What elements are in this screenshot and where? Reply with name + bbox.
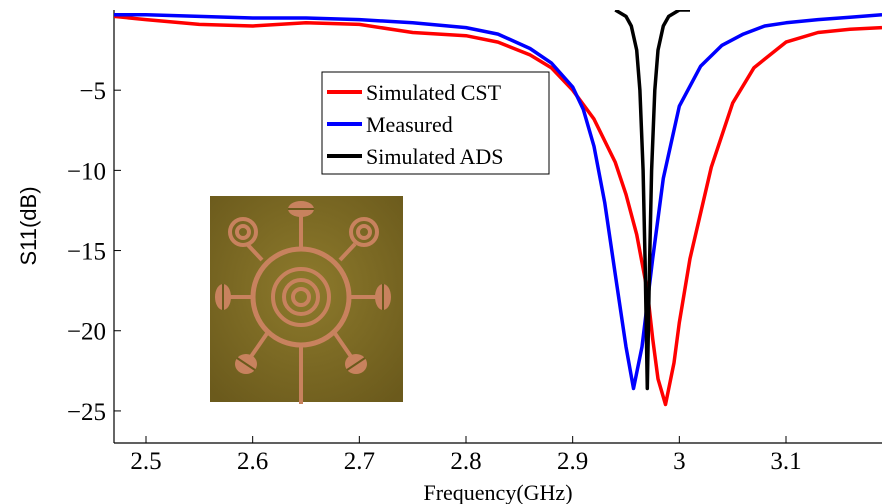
legend-label: Measured (366, 112, 453, 137)
series-line-simulated-cst (114, 14, 882, 407)
series-line-simulated-ads (614, 10, 690, 391)
axes-frame (113, 10, 882, 444)
axis-ticks: 2.5 2.6 2.7 2.8 2.9 3 3.1 −5 −10 −15 −20 −25 (67, 78, 802, 475)
x-tick-label: 3.1 (770, 448, 801, 475)
y-tick-label: −5 (79, 78, 106, 105)
y-tick-label: −15 (67, 239, 106, 266)
x-tick-label: 2.8 (450, 448, 481, 475)
series-layer (114, 10, 882, 407)
y-tick-label: −25 (67, 399, 106, 426)
x-axis-label: Frequency(GHz) (423, 480, 572, 504)
x-tick-label: 2.5 (130, 448, 161, 475)
x-tick-label: 2.7 (344, 448, 375, 475)
x-tick-label: 3 (673, 448, 686, 475)
legend-label: Simulated ADS (366, 144, 504, 169)
legend: Simulated CST Measured Simulated ADS (321, 71, 550, 175)
x-tick-label: 2.9 (557, 448, 588, 475)
y-tick-label: −10 (67, 158, 106, 185)
antenna-photo (210, 196, 403, 404)
x-tick-label: 2.6 (237, 448, 268, 475)
y-tick-label: −20 (67, 319, 106, 346)
legend-label: Simulated CST (366, 80, 502, 105)
y-axis-label: S11(dB) (16, 186, 41, 265)
series-line-measured (114, 13, 882, 391)
